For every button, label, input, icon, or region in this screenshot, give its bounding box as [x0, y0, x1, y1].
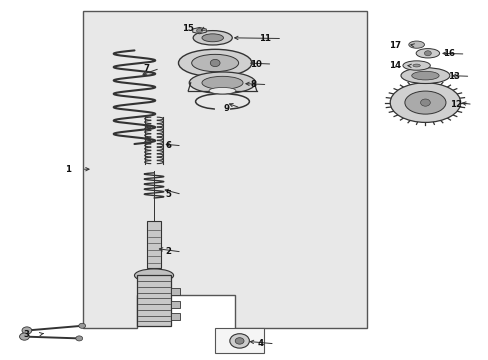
Circle shape [424, 51, 430, 56]
Text: 3: 3 [23, 330, 29, 338]
Circle shape [210, 59, 220, 67]
Text: 9: 9 [224, 104, 229, 112]
Ellipse shape [202, 34, 223, 42]
Ellipse shape [389, 83, 460, 122]
Text: 10: 10 [249, 60, 261, 69]
Text: 11: 11 [259, 34, 271, 43]
Text: 15: 15 [182, 24, 193, 33]
Text: 13: 13 [447, 72, 459, 81]
Ellipse shape [178, 49, 251, 77]
Ellipse shape [134, 269, 173, 282]
Ellipse shape [400, 68, 449, 84]
Polygon shape [192, 27, 206, 34]
Ellipse shape [411, 71, 438, 80]
Bar [146, 221, 161, 268]
Ellipse shape [193, 31, 232, 45]
Ellipse shape [404, 91, 445, 114]
Text: 2: 2 [165, 248, 171, 256]
Circle shape [235, 338, 244, 344]
Text: 12: 12 [449, 100, 461, 109]
Bar [137, 275, 171, 326]
Circle shape [20, 333, 29, 340]
Bar [171, 301, 180, 308]
Ellipse shape [189, 72, 255, 94]
Ellipse shape [402, 61, 429, 70]
Text: 16: 16 [442, 49, 454, 58]
Bar [215, 328, 264, 353]
Text: 1: 1 [65, 165, 71, 174]
Ellipse shape [209, 87, 235, 94]
Text: 5: 5 [165, 190, 171, 199]
Text: 4: 4 [257, 339, 264, 348]
Circle shape [196, 28, 202, 33]
Circle shape [22, 327, 32, 334]
Ellipse shape [412, 64, 419, 67]
Circle shape [76, 336, 82, 341]
Text: 6: 6 [165, 141, 171, 150]
Ellipse shape [415, 49, 439, 58]
Circle shape [229, 334, 249, 348]
Text: 7: 7 [142, 64, 149, 73]
Ellipse shape [202, 76, 243, 89]
Bar [171, 288, 180, 295]
Text: 17: 17 [388, 40, 400, 49]
Circle shape [420, 99, 429, 106]
Text: 8: 8 [250, 80, 256, 89]
Circle shape [79, 323, 85, 328]
Polygon shape [83, 11, 366, 328]
Ellipse shape [191, 54, 238, 72]
Ellipse shape [408, 41, 424, 48]
Text: 14: 14 [388, 61, 400, 71]
Bar [171, 313, 180, 320]
